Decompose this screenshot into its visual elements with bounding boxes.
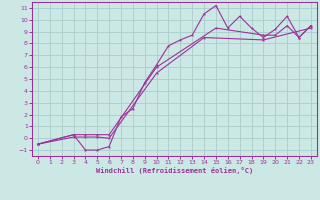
X-axis label: Windchill (Refroidissement éolien,°C): Windchill (Refroidissement éolien,°C) — [96, 167, 253, 174]
